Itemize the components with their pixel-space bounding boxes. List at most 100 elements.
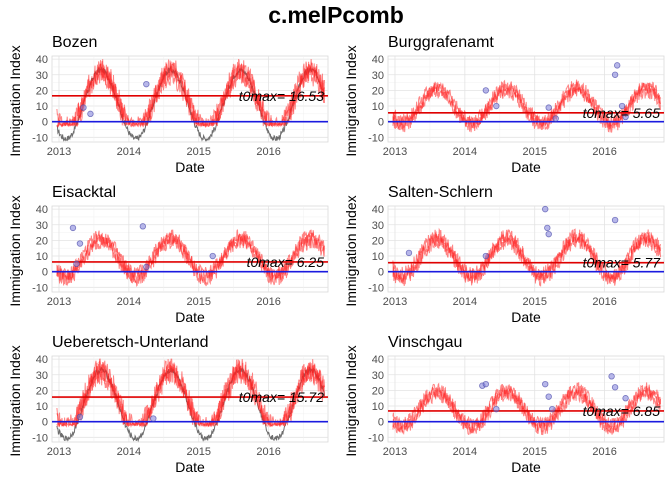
y-tick-label: 30 bbox=[36, 70, 48, 82]
data-point bbox=[209, 252, 216, 260]
y-tick-label: 30 bbox=[36, 370, 48, 382]
chart-panel-burggrafenamt: Burggrafenamt -10 0 10 20 30 40 2013 2014 2015 201… bbox=[343, 34, 665, 175]
data-point bbox=[545, 104, 552, 111]
threshold-annotation: t0max= 6.85 bbox=[583, 403, 661, 419]
plot-area bbox=[51, 205, 329, 293]
data-point bbox=[622, 395, 629, 402]
x-tick-label: 2015 bbox=[522, 146, 546, 158]
data-point bbox=[482, 87, 490, 94]
data-point bbox=[80, 104, 87, 111]
x-tick-label: 2014 bbox=[117, 296, 141, 308]
x-tick-label: 2013 bbox=[383, 296, 407, 308]
series-line-red bbox=[392, 227, 661, 281]
data-point bbox=[542, 380, 549, 388]
y-tick-label: 40 bbox=[372, 354, 384, 366]
threshold-annotation: t0max= 5.65 bbox=[583, 105, 661, 121]
series-line-red bbox=[56, 58, 325, 128]
y-tick-label: 0 bbox=[378, 267, 384, 279]
data-point bbox=[482, 380, 490, 388]
x-tick-label: 2013 bbox=[47, 446, 71, 458]
y-tick-label: 20 bbox=[372, 235, 384, 247]
y-tick-label: 40 bbox=[372, 204, 384, 216]
x-tick-label: 2014 bbox=[117, 146, 141, 158]
chart-panel-eisacktal: Eisacktal -10 0 10 20 30 40 2013 2014 2015 2016 Dat… bbox=[7, 184, 329, 325]
data-point bbox=[76, 240, 84, 247]
panel-title: Burggrafenamt bbox=[388, 34, 494, 51]
y-tick-label: -10 bbox=[32, 432, 48, 444]
x-tick-label: 2016 bbox=[256, 446, 280, 458]
y-tick-label: 40 bbox=[372, 54, 384, 66]
data-point bbox=[611, 384, 619, 391]
y-tick-label: 0 bbox=[42, 417, 48, 429]
x-tick-label: 2015 bbox=[186, 146, 210, 158]
y-axis-label: Immigration Index bbox=[343, 45, 359, 156]
panel-title: Eisacktal bbox=[52, 184, 116, 201]
data-point bbox=[618, 102, 626, 110]
data-point bbox=[87, 110, 94, 118]
chart-panel-ueberetsch-unterland: Ueberetsch-Unterland -10 0 10 20 30 40 2013 2014… bbox=[7, 334, 329, 475]
y-tick-label: 40 bbox=[36, 204, 48, 216]
y-axis-label: Immigration Index bbox=[7, 345, 23, 456]
y-tick-label: 20 bbox=[372, 385, 384, 397]
x-tick-label: 2014 bbox=[453, 146, 477, 158]
panel-title: Vinschgau bbox=[388, 334, 462, 351]
y-tick-label: 0 bbox=[42, 117, 48, 129]
y-axis-label: Immigration Index bbox=[343, 345, 359, 456]
chart-panel-bozen: Bozen -10 0 10 20 30 40 2013 2014 2015 2016 Date Imm… bbox=[7, 34, 329, 175]
x-axis-label: Date bbox=[175, 159, 205, 175]
x-tick-label: 2013 bbox=[383, 446, 407, 458]
x-tick-label: 2015 bbox=[186, 296, 210, 308]
y-axis-label: Immigration Index bbox=[7, 195, 23, 306]
y-axis-label: Immigration Index bbox=[343, 195, 359, 306]
x-tick-label: 2016 bbox=[592, 296, 616, 308]
y-tick-label: -10 bbox=[368, 132, 384, 144]
y-tick-label: -10 bbox=[32, 282, 48, 294]
x-tick-label: 2014 bbox=[117, 446, 141, 458]
y-tick-label: 10 bbox=[372, 251, 384, 263]
x-tick-label: 2015 bbox=[186, 446, 210, 458]
y-tick-label: 20 bbox=[36, 235, 48, 247]
data-point bbox=[611, 216, 619, 224]
x-tick-label: 2014 bbox=[453, 446, 477, 458]
x-tick-label: 2015 bbox=[522, 446, 546, 458]
threshold-annotation: t0max= 16.53 bbox=[239, 88, 324, 104]
y-tick-label: 30 bbox=[36, 220, 48, 232]
panel-title: Bozen bbox=[52, 34, 97, 51]
y-tick-label: 30 bbox=[372, 220, 384, 232]
x-axis-label: Date bbox=[511, 159, 541, 175]
y-axis-label: Immigration Index bbox=[7, 45, 23, 156]
data-point bbox=[542, 205, 549, 213]
threshold-annotation: t0max= 6.25 bbox=[247, 254, 325, 270]
data-point bbox=[150, 415, 157, 422]
data-point bbox=[552, 115, 559, 122]
x-tick-label: 2016 bbox=[256, 296, 280, 308]
y-tick-label: 30 bbox=[372, 70, 384, 82]
data-point bbox=[143, 263, 150, 271]
y-tick-label: -10 bbox=[368, 432, 384, 444]
series-line-red bbox=[56, 358, 325, 428]
data-point bbox=[73, 260, 80, 268]
series-line-red bbox=[392, 79, 661, 128]
data-point bbox=[545, 393, 552, 400]
data-point bbox=[544, 224, 551, 232]
x-axis-label: Date bbox=[511, 309, 541, 325]
data-point bbox=[622, 113, 629, 121]
y-tick-label: 10 bbox=[372, 101, 384, 113]
data-point bbox=[139, 223, 147, 230]
data-point bbox=[69, 224, 77, 232]
x-tick-label: 2013 bbox=[383, 146, 407, 158]
data-point bbox=[76, 413, 84, 421]
x-tick-label: 2016 bbox=[256, 146, 280, 158]
y-tick-label: 40 bbox=[36, 54, 48, 66]
y-tick-label: 20 bbox=[36, 385, 48, 397]
x-tick-label: 2016 bbox=[592, 146, 616, 158]
y-tick-label: 30 bbox=[372, 370, 384, 382]
data-point bbox=[405, 249, 413, 257]
data-point bbox=[613, 62, 621, 69]
y-tick-label: 40 bbox=[36, 354, 48, 366]
threshold-annotation: t0max= 15.72 bbox=[239, 389, 324, 405]
y-tick-label: 20 bbox=[36, 85, 48, 97]
y-tick-label: 10 bbox=[372, 401, 384, 413]
data-point bbox=[493, 405, 500, 413]
panel-title: Salten-Schlern bbox=[388, 184, 493, 201]
